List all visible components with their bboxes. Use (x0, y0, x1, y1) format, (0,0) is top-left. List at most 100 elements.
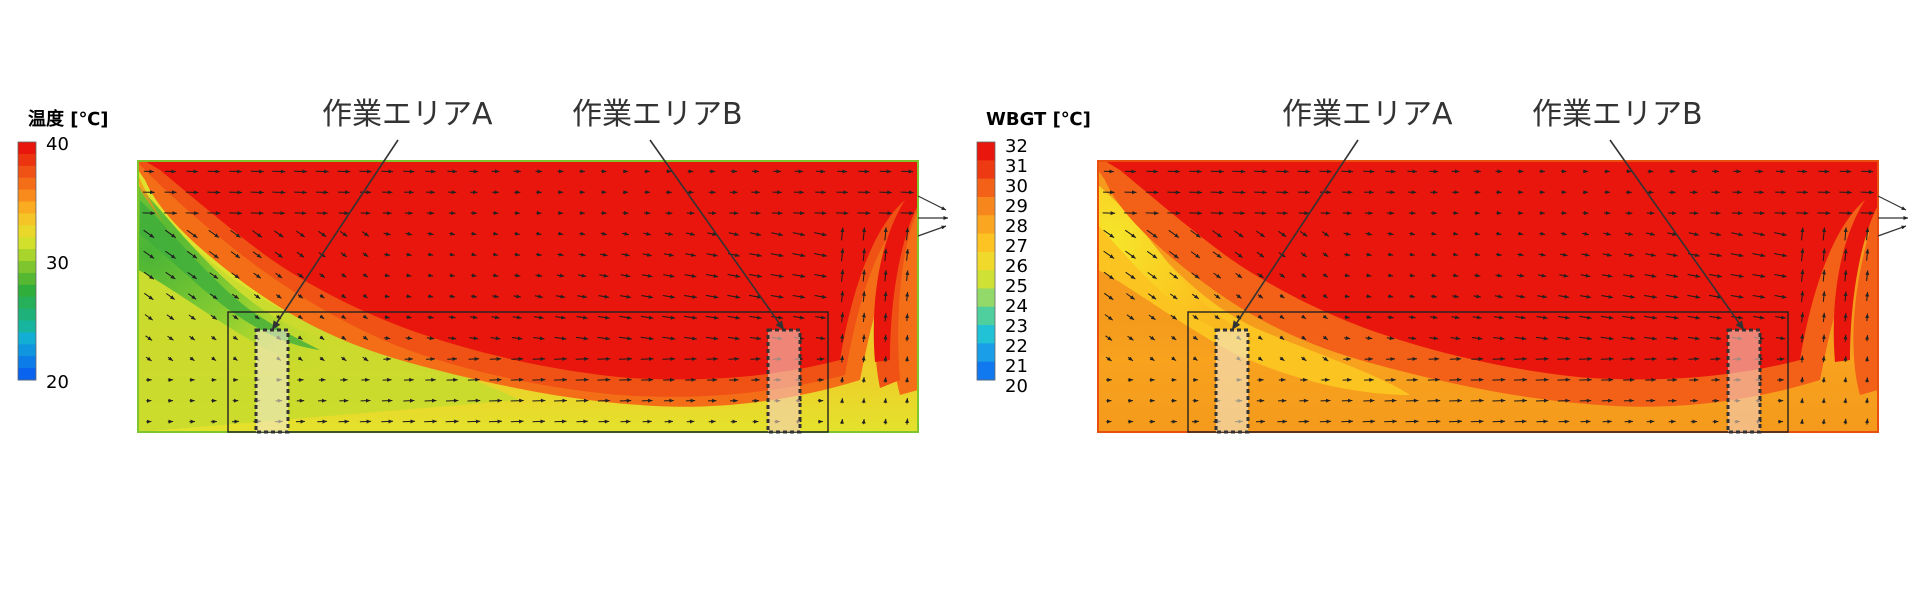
flow-vector (1730, 274, 1744, 278)
flow-vector (1821, 291, 1826, 302)
work-area-b-label: 作業エリアB (1532, 97, 1703, 132)
legend-swatch (18, 142, 36, 155)
flow-vector (1535, 398, 1549, 403)
flow-vector (621, 252, 630, 257)
flow-vector (1665, 336, 1679, 341)
flow-vector (510, 377, 524, 382)
flow-vector (1473, 294, 1481, 299)
legend-title: 温度 [℃] (28, 108, 109, 130)
flow-vector (297, 335, 303, 341)
flow-vector (557, 252, 564, 257)
flow-vector (341, 314, 347, 320)
flow-vector (1450, 336, 1461, 341)
flow-vector (1125, 250, 1136, 259)
temperature-panel: 温度 [℃] 40 30 20 作業エリアA (17, 97, 948, 434)
flow-vector (467, 419, 481, 424)
flow-vector (771, 232, 784, 237)
flow-vector (1864, 377, 1869, 383)
flow-vector (793, 315, 805, 320)
flow-vector (1579, 315, 1592, 320)
flow-vector (1666, 253, 1678, 257)
flow-vector (1492, 419, 1506, 424)
flow-vector (384, 336, 391, 340)
flow-vector (1775, 336, 1786, 341)
legend-swatch (977, 288, 995, 308)
flow-vector (861, 312, 866, 322)
legend-swatch (977, 343, 995, 363)
flow-vector (144, 292, 154, 301)
flow-vector (512, 315, 522, 320)
flow-vector (362, 356, 369, 362)
flow-vector (1731, 232, 1744, 237)
flow-vector (1471, 336, 1483, 341)
flow-vector (449, 231, 456, 236)
flow-vector (514, 252, 520, 257)
flow-vector (1843, 291, 1848, 302)
flow-vector (1644, 356, 1657, 361)
flow-vector (1865, 291, 1870, 302)
flow-vector (1149, 335, 1156, 341)
flow-vector (1557, 398, 1570, 403)
flow-vector (1516, 273, 1525, 278)
work-area-b-box (1726, 328, 1762, 434)
flow-vector (1843, 270, 1848, 282)
flow-vector (211, 335, 217, 341)
flow-vector (619, 336, 632, 341)
flow-vector (883, 356, 888, 362)
flow-vector (705, 315, 719, 320)
flow-vector (840, 269, 845, 282)
flow-vector (792, 253, 806, 258)
flow-vector (1730, 294, 1744, 299)
flow-vector (513, 294, 521, 299)
flow-vector (1538, 252, 1546, 257)
flow-vector (1104, 314, 1114, 321)
flow-vector (861, 398, 866, 404)
flow-vector (1104, 292, 1114, 301)
legend-swatch (977, 251, 995, 271)
flow-vector (1235, 272, 1243, 279)
flow-vector (904, 398, 909, 404)
flow-vector (1301, 335, 1307, 341)
flow-vector (514, 273, 521, 278)
flow-vector (1775, 315, 1786, 320)
flow-vector (1687, 336, 1700, 341)
flow-vector (814, 274, 827, 278)
flow-vector (1256, 251, 1265, 258)
legend-swatch (977, 361, 995, 381)
flow-vector (861, 418, 866, 425)
flow-vector (1301, 356, 1307, 362)
flow-vector (1322, 335, 1329, 341)
flow-vector (840, 376, 845, 383)
legend-swatch (18, 308, 36, 321)
flow-vector (662, 315, 676, 320)
flow-vector (1300, 230, 1308, 237)
flow-vector (554, 419, 567, 424)
flow-vector (1644, 336, 1657, 341)
flow-vector (792, 274, 806, 278)
work-area-b-pointer (649, 139, 785, 331)
flow-vector (427, 315, 434, 320)
flow-vector (904, 356, 909, 362)
flow-vector (1578, 356, 1593, 361)
flow-vector (1494, 294, 1503, 299)
flow-vector (1821, 377, 1826, 383)
flow-vector (1560, 252, 1568, 257)
flow-vector (1431, 252, 1437, 257)
flow-vector (164, 229, 177, 239)
flow-vector (1822, 248, 1827, 262)
flow-vector (1774, 232, 1787, 237)
flow-vector (641, 273, 653, 278)
flow-vector (1366, 252, 1372, 257)
flow-vector (727, 274, 741, 278)
flow-vector (1687, 274, 1701, 278)
flow-vector (1344, 252, 1351, 257)
flow-vector (862, 227, 867, 241)
flow-vector (643, 231, 652, 236)
flow-vector (575, 398, 589, 403)
flow-vector (599, 273, 609, 278)
flow-vector (384, 315, 390, 320)
flow-vector (1800, 312, 1805, 323)
flow-vector (749, 274, 762, 278)
legend-tick: 30 (1005, 176, 1028, 197)
